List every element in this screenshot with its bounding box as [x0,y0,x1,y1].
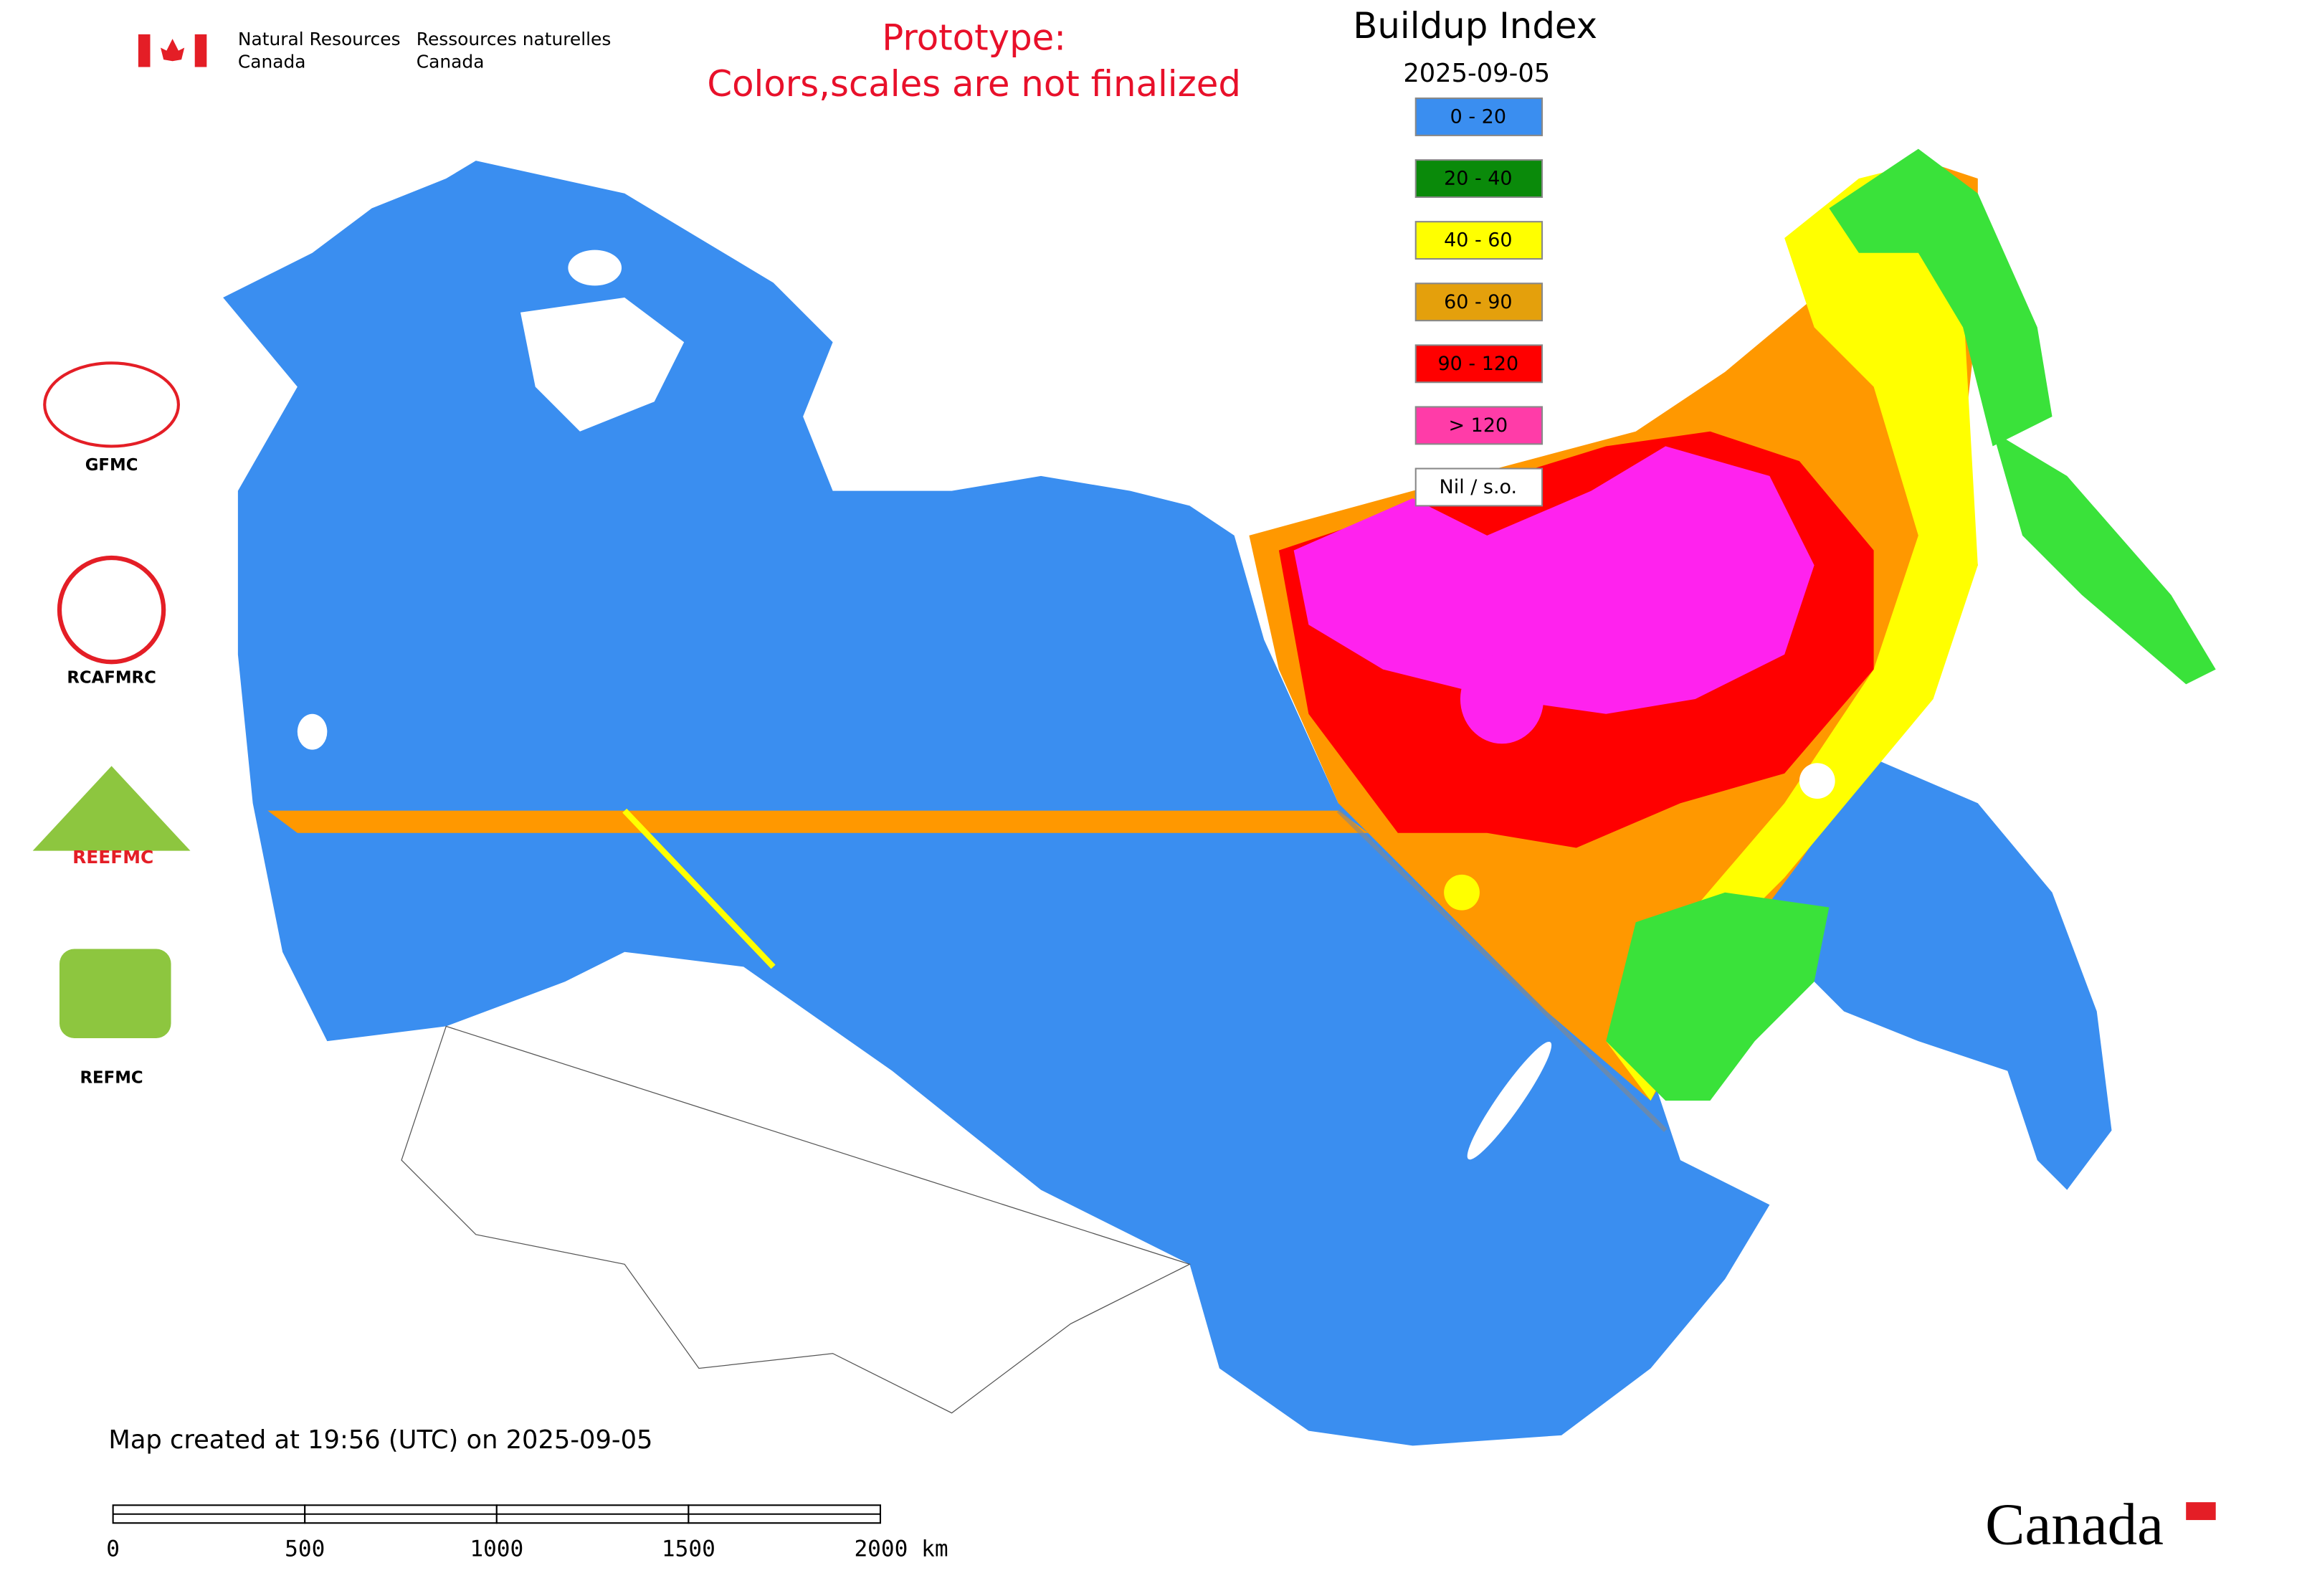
agency-fr: Ressources naturelles [417,29,612,49]
region-20-40 [1992,431,2216,685]
legend-label: > 120 [1449,414,1508,437]
logo-label: GFMC [85,456,138,475]
notice: Prototype: [882,17,1066,59]
agency-en: Natural Resources [238,29,401,49]
legend-swatch [1414,467,1544,507]
wordmark: Canada [1985,1491,2164,1557]
legend-label: Nil / s.o. [1440,476,1518,498]
scale-bar: 0 500 1000 1500 2000 km [106,1504,948,1562]
logo-label: RCAFMRC [67,669,156,688]
agency-en: Canada [238,51,306,72]
flag-bar [138,34,151,67]
map-regions [223,148,2216,1446]
white-sea [520,298,685,432]
legend-swatch [1414,282,1544,322]
legend-date: 2025-09-05 [1403,59,1550,88]
lake [1799,763,1835,799]
legend-swatch [1414,344,1544,384]
region-low [223,161,1770,1446]
legend-label: 20 - 40 [1444,168,1512,190]
legend-swatch [1414,221,1544,260]
logo-emblem [57,555,166,665]
region-60-90 [267,810,1369,833]
logo-emblem [59,949,171,1038]
artifact-streak [622,808,776,969]
logos: GFMC RCAFMRC REEFMC REFMC [32,361,191,1088]
legend-label: 0 - 20 [1450,106,1506,128]
wordmark-flag [2186,1502,2216,1521]
logo-emblem [43,361,180,448]
legend: Buildup Index 2025-09-05 0 - 20 20 - 40 40… [1353,5,1597,507]
region-20-40 [1829,148,2053,447]
legend-swatch [1414,406,1544,445]
legend-label: 40 - 60 [1444,229,1512,252]
scale-label: 1500 [662,1536,715,1562]
scale-label: 2000 km [854,1536,948,1562]
scale-label: 1000 [470,1536,523,1562]
creation-note: Map created at 19:56 (UTC) on 2025-09-05 [108,1425,652,1455]
region-low [1754,759,2112,1190]
lake [297,713,328,750]
maple-leaf [161,39,185,62]
logo-label: REFMC [80,1069,143,1088]
legend-swatch [1414,98,1544,136]
region-20-40 [1606,892,1830,1101]
region-40-60 [1606,163,1978,1101]
notice: Colors,scales are not finalized [707,63,1241,105]
legend-label: 90 - 120 [1438,353,1519,375]
legend-title: Buildup Index [1353,5,1597,47]
region-high [1460,654,1544,744]
lake [568,250,622,286]
scale-label: 500 [285,1536,325,1562]
logo-emblem [32,766,191,851]
artifact-streak [1336,809,1668,1132]
flag-bar [194,34,207,67]
scale-label: 0 [106,1536,120,1562]
agency-fr: Canada [417,51,485,72]
hotspot [1444,874,1480,911]
border-outline [401,1025,1192,1414]
legend-swatch [1414,159,1544,199]
agency-signature: Natural Resources Canada Ressources natu… [138,29,611,72]
lake [1467,1042,1552,1160]
legend-label: 60 - 90 [1444,291,1512,313]
region-high [1293,446,1815,714]
logo-label: REEFMC [72,847,153,868]
